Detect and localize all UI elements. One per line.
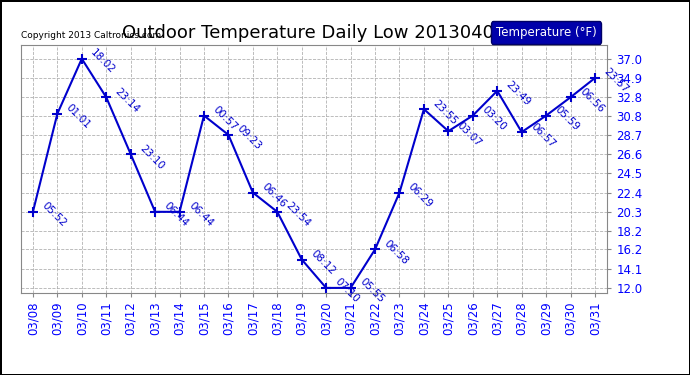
Text: 05:52: 05:52 (40, 201, 68, 229)
Text: 06:29: 06:29 (406, 182, 435, 210)
Title: Outdoor Temperature Daily Low 20130401: Outdoor Temperature Daily Low 20130401 (122, 24, 506, 42)
Text: 00:57: 00:57 (211, 104, 239, 132)
Text: 06:46: 06:46 (260, 182, 288, 210)
Text: 06:44: 06:44 (186, 201, 215, 229)
Legend: Temperature (°F): Temperature (°F) (491, 21, 601, 44)
Text: 03:20: 03:20 (480, 104, 508, 132)
Text: 23:49: 23:49 (504, 80, 533, 108)
Text: 01:01: 01:01 (64, 102, 92, 131)
Text: 05:55: 05:55 (357, 277, 386, 305)
Text: 23:54: 23:54 (284, 201, 313, 229)
Text: 07:10: 07:10 (333, 277, 362, 305)
Text: 08:12: 08:12 (308, 248, 337, 276)
Text: 23:55: 23:55 (431, 98, 460, 126)
Text: Copyright 2013 Caltronics.com: Copyright 2013 Caltronics.com (21, 31, 161, 40)
Text: 06:57: 06:57 (529, 121, 557, 149)
Text: 06:58: 06:58 (382, 238, 411, 267)
Text: 05:59: 05:59 (553, 104, 582, 133)
Text: 23:57: 23:57 (602, 67, 630, 95)
Text: 23:10: 23:10 (137, 143, 166, 171)
Text: 03:07: 03:07 (455, 120, 484, 148)
Text: 06:56: 06:56 (578, 86, 606, 114)
Text: 23:14: 23:14 (113, 86, 141, 114)
Text: 09:23: 09:23 (235, 124, 264, 152)
Text: 18:02: 18:02 (89, 48, 117, 76)
Text: 06:44: 06:44 (162, 201, 190, 229)
